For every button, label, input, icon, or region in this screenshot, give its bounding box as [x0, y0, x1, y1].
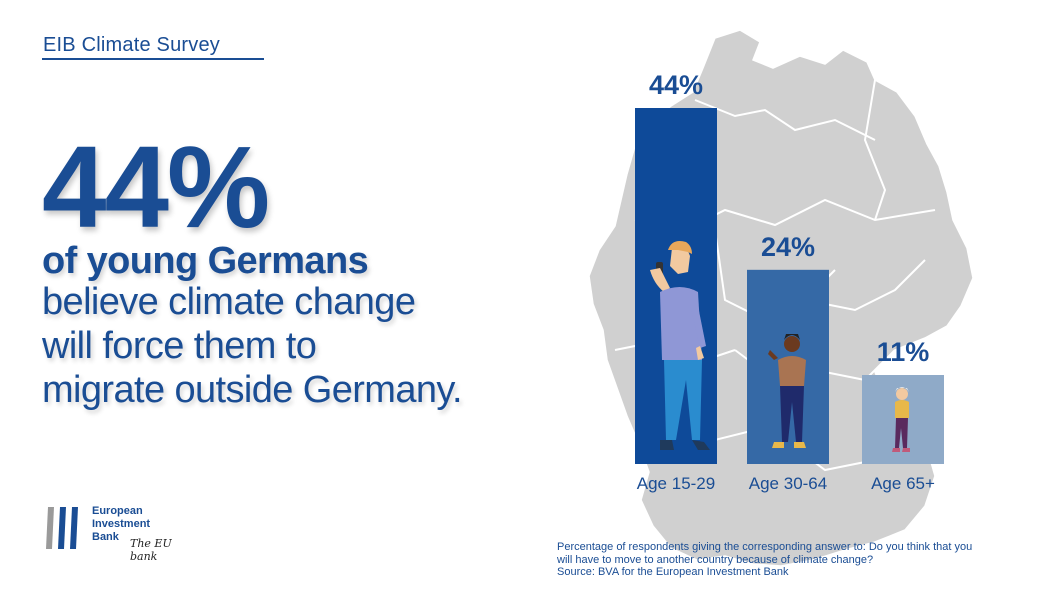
bar-value-label-3: 11% — [876, 337, 930, 367]
bar-value-label-1: 44% — [648, 70, 704, 100]
bar-category-label-1: Age 15-29 — [636, 474, 716, 493]
footnote-line-2: will have to move to another country bec… — [557, 553, 874, 566]
footnote: Percentage of respondents giving the cor… — [557, 541, 1027, 579]
logo-line-2: Investment — [92, 518, 151, 530]
logo-line-3: Bank — [92, 531, 119, 543]
headline-percent: 44% — [42, 122, 270, 252]
survey-title: EIB Climate Survey — [43, 34, 220, 56]
bar-value-label-2: 24% — [760, 231, 816, 262]
eib-logo-mark-icon — [46, 507, 78, 549]
bar-category-label-3: Age 65+ — [871, 474, 935, 493]
headline-block: 44% of young Germans believe climate cha… — [42, 128, 562, 412]
germany-map — [588, 29, 974, 567]
logo-line-1: European — [92, 505, 143, 517]
headline-line-2: will force them to — [42, 325, 317, 367]
eib-logo: European Investment Bank The EU bank — [44, 503, 194, 563]
footnote-line-1: Percentage of respondents giving the cor… — [557, 541, 973, 553]
logo-signature: The EU bank — [130, 537, 172, 563]
survey-title-underline — [42, 58, 264, 60]
footnote-line-3: Source: BVA for the European Investment … — [557, 566, 789, 578]
bar-category-label-2: Age 30-64 — [748, 474, 828, 493]
headline-line-3: migrate outside Germany. — [42, 369, 463, 411]
headline-line-1: believe climate change — [42, 281, 416, 323]
headline-bold-line: of young Germans — [42, 240, 369, 282]
